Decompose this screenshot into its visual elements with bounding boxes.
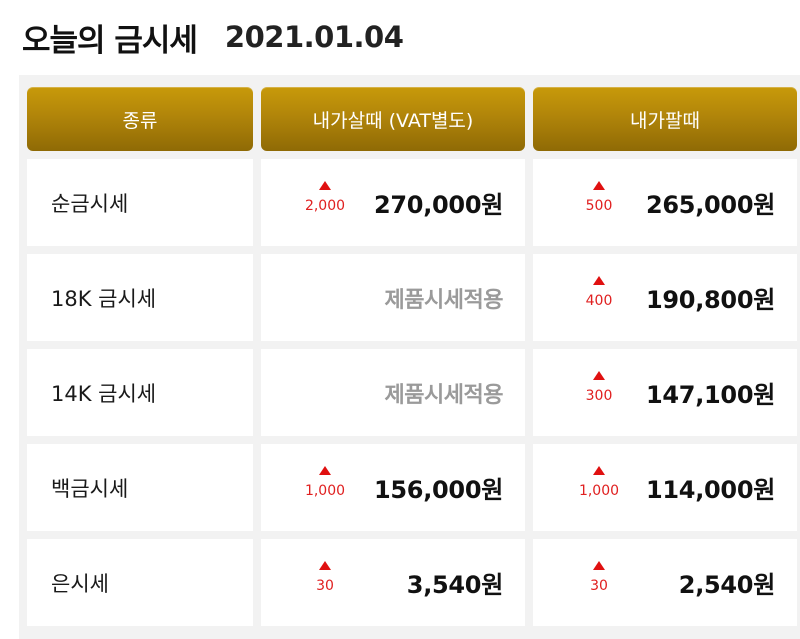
gold-price-table: 종류 내가살때 (VAT별도) 내가팔때 순금시세 2,000 270,000원…: [19, 75, 800, 639]
page-title: 오늘의 금시세: [22, 22, 198, 59]
table-row-label-cell: 순금시세: [27, 159, 253, 246]
triangle-up-icon: [319, 181, 331, 190]
sell-price: 190,800원: [646, 286, 775, 314]
triangle-up-icon: [593, 181, 605, 190]
row-label: 순금시세: [51, 191, 129, 216]
buy-price: 270,000원: [374, 191, 503, 219]
price-change: 300: [569, 371, 629, 404]
header-type: 종류: [27, 87, 253, 151]
triangle-up-icon: [593, 561, 605, 570]
row-label: 14K 금시세: [51, 381, 157, 406]
sell-price: 147,100원: [646, 381, 775, 409]
sell-price-cell: 30 2,540원: [533, 539, 797, 626]
triangle-up-icon: [593, 466, 605, 475]
sell-price: 265,000원: [646, 191, 775, 219]
buy-price-cell: 30 3,540원: [261, 539, 525, 626]
table-row-label-cell: 백금시세: [27, 444, 253, 531]
sell-price-cell: 300 147,100원: [533, 349, 797, 436]
header-buy: 내가살때 (VAT별도): [261, 87, 525, 151]
row-label: 18K 금시세: [51, 286, 157, 311]
triangle-up-icon: [593, 276, 605, 285]
sell-price: 2,540원: [678, 571, 776, 599]
change-value: 1,000: [304, 483, 346, 499]
buy-price-cell: 1,000 156,000원: [261, 444, 525, 531]
product-price-note: 제품시세적용: [384, 382, 504, 408]
row-label: 백금시세: [51, 476, 129, 501]
header-sell: 내가팔때: [533, 87, 797, 151]
change-value: 500: [585, 198, 613, 214]
triangle-up-icon: [319, 561, 331, 570]
buy-price-cell: 2,000 270,000원: [261, 159, 525, 246]
sell-price: 114,000원: [646, 476, 775, 504]
sell-price-cell: 1,000 114,000원: [533, 444, 797, 531]
table-row-label-cell: 18K 금시세: [27, 254, 253, 341]
sell-price-cell: 400 190,800원: [533, 254, 797, 341]
sell-price-cell: 500 265,000원: [533, 159, 797, 246]
buy-price-cell: 제품시세적용: [261, 254, 525, 341]
price-change: 2,000: [295, 181, 355, 214]
page-title-row: 오늘의 금시세 2021.01.04: [22, 12, 404, 62]
buy-price: 156,000원: [374, 476, 503, 504]
price-change: 30: [295, 561, 355, 594]
buy-price: 3,540원: [406, 571, 504, 599]
buy-price-cell: 제품시세적용: [261, 349, 525, 436]
table-row-label-cell: 은시세: [27, 539, 253, 626]
price-change: 30: [569, 561, 629, 594]
change-value: 1,000: [578, 483, 620, 499]
row-label: 은시세: [51, 571, 109, 596]
price-change: 400: [569, 276, 629, 309]
change-value: 300: [585, 388, 613, 404]
table-row-label-cell: 14K 금시세: [27, 349, 253, 436]
price-change: 1,000: [569, 466, 629, 499]
price-change: 1,000: [295, 466, 355, 499]
date-label: 2021.01.04: [224, 20, 404, 54]
triangle-up-icon: [319, 466, 331, 475]
product-price-note: 제품시세적용: [384, 287, 504, 313]
change-value: 30: [590, 578, 608, 594]
change-value: 2,000: [304, 198, 346, 214]
change-value: 30: [316, 578, 334, 594]
triangle-up-icon: [593, 371, 605, 380]
price-change: 500: [569, 181, 629, 214]
change-value: 400: [585, 293, 613, 309]
